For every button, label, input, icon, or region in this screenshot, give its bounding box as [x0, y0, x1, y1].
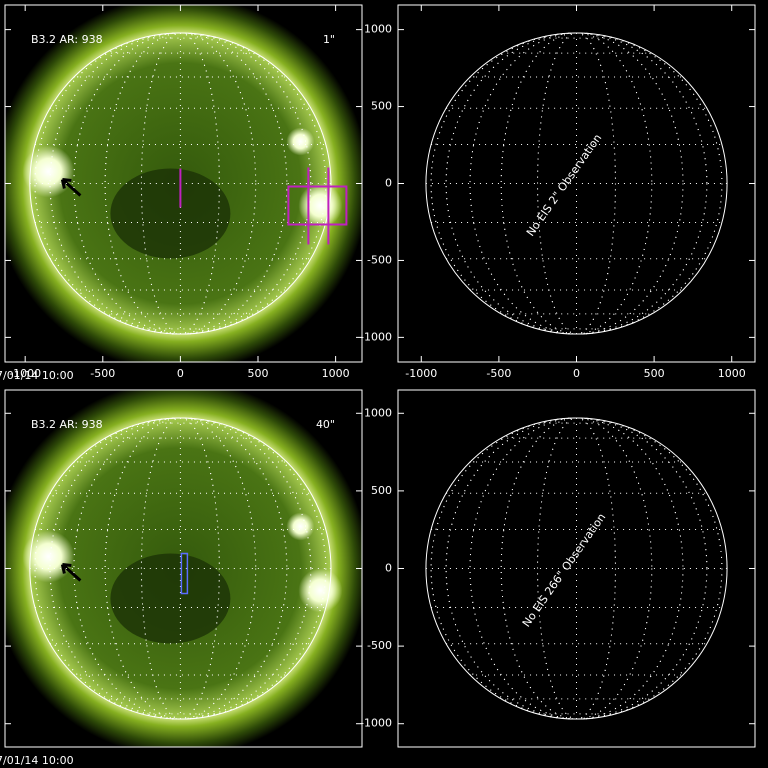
panel: B3.2 AR: 938 40": [5, 390, 362, 747]
panel-label: B3.2 AR: 938: [31, 418, 103, 431]
longitude: [49, 417, 312, 720]
longitude: [469, 32, 684, 335]
y-tick-label: 0: [385, 177, 392, 190]
longitude: [469, 417, 684, 720]
longitude: [445, 417, 708, 720]
x-tick-label: -500: [486, 367, 511, 380]
longitude: [537, 417, 616, 720]
x-tick-label: -1000: [405, 367, 437, 380]
longitude: [445, 32, 708, 335]
slit-box: [287, 185, 348, 226]
bright-region: [298, 183, 343, 228]
slit-label: 40": [316, 418, 335, 431]
bright-region: [22, 530, 75, 583]
longitude: [34, 32, 327, 335]
bright-region: [22, 145, 75, 198]
x-tick-label: 500: [248, 367, 269, 380]
longitude: [537, 32, 616, 335]
timestamp: 7/01/14 10:00: [0, 369, 74, 382]
bright-region: [286, 512, 315, 541]
bright-region: [286, 127, 315, 156]
no-observation: No EIS 266" Observation: [520, 511, 608, 630]
y-tick-label: 1000: [364, 406, 392, 419]
x-tick-label: 0: [177, 367, 184, 380]
longitude: [73, 417, 288, 720]
dark-region: [110, 553, 231, 644]
longitude: [430, 32, 723, 335]
x-tick-label: 1000: [718, 367, 746, 380]
y-tick-label: -1000: [360, 330, 392, 343]
slit-box: [180, 552, 189, 595]
x-tick-label: 0: [573, 367, 580, 380]
y-tick-label: -1000: [360, 717, 392, 730]
y-tick-label: -500: [367, 639, 392, 652]
longitude: [49, 32, 312, 335]
longitude: [73, 32, 288, 335]
panel: No EIS 2" Observation: [425, 32, 728, 335]
y-tick-label: 500: [371, 100, 392, 113]
longitude: [34, 417, 327, 720]
slit-label: 1": [323, 33, 335, 46]
longitude: [430, 417, 723, 720]
panel: B3.2 AR: 938 1": [5, 5, 362, 362]
y-tick-label: -500: [367, 253, 392, 266]
panel-label: B3.2 AR: 938: [31, 33, 103, 46]
y-tick-label: 500: [371, 484, 392, 497]
no-observation: No EIS 2" Observation: [524, 132, 604, 239]
y-tick-label: 0: [385, 562, 392, 575]
y-tick-label: 1000: [364, 23, 392, 36]
bright-region: [298, 568, 343, 613]
panel: No EIS 266" Observation: [425, 417, 728, 720]
timestamp: 7/01/14 10:00: [0, 754, 74, 767]
x-tick-label: 1000: [322, 367, 350, 380]
x-tick-label: -500: [90, 367, 115, 380]
dark-region: [110, 168, 231, 259]
x-tick-label: 500: [644, 367, 665, 380]
arrow: [60, 178, 82, 197]
x-tick-label: -1000: [9, 367, 41, 380]
arrow: [60, 563, 82, 582]
